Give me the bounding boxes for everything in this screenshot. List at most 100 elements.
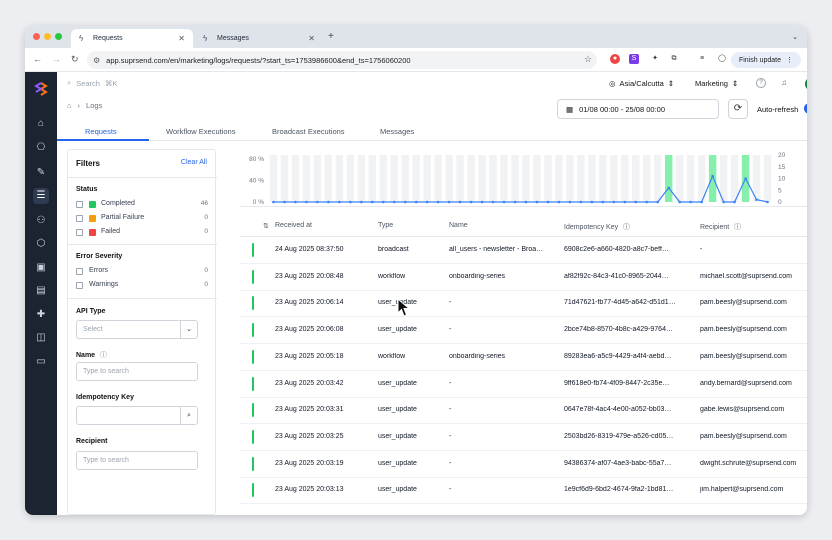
bell-icon[interactable]: ♫: [781, 78, 787, 87]
data-point: [436, 200, 440, 204]
status-option-failed[interactable]: Failed 0: [76, 228, 208, 238]
tab-broadcast-executions[interactable]: Broadcast Executions: [272, 127, 345, 136]
table-row[interactable]: 23 Aug 2025 20:05:18 workflow onboarding-s…: [240, 344, 807, 371]
close-icon[interactable]: ✕: [178, 34, 185, 43]
extension-red-icon[interactable]: ●: [610, 54, 620, 64]
close-icon[interactable]: ✕: [308, 34, 315, 43]
checkbox[interactable]: [76, 201, 83, 208]
help-icon[interactable]: ?: [756, 78, 766, 88]
checkbox[interactable]: [76, 229, 83, 236]
recipient-search-input[interactable]: Type to search: [76, 451, 198, 470]
name-search-input[interactable]: Type to search: [76, 362, 198, 381]
logs-icon[interactable]: ☰: [33, 188, 49, 204]
home-icon[interactable]: ⌂: [67, 101, 72, 110]
severity-count: 0: [204, 267, 208, 274]
api-type-select[interactable]: Select ⌄: [76, 320, 198, 339]
table-row[interactable]: 23 Aug 2025 20:06:14 user_update - 71d47621…: [240, 290, 807, 318]
workspace-selector[interactable]: Marketing ⇕: [695, 79, 738, 88]
subscribers-icon[interactable]: ▣: [36, 262, 46, 273]
table-row[interactable]: 23 Aug 2025 20:03:19 user_update - 94386374…: [240, 451, 807, 478]
global-search[interactable]: ⌕ Search ⌘K: [67, 78, 117, 88]
users-icon[interactable]: ⚇: [36, 215, 46, 226]
workflow-icon[interactable]: ⎔: [36, 142, 46, 153]
table-row[interactable]: 23 Aug 2025 20:03:31 user_update - 0647e78f…: [240, 397, 807, 425]
status-count: 0: [204, 214, 208, 221]
suprsend-logo-icon[interactable]: [34, 82, 48, 96]
checkbox[interactable]: [76, 282, 83, 289]
refresh-button[interactable]: ⟳: [728, 99, 748, 119]
site-settings-icon[interactable]: ⚙: [93, 55, 101, 65]
status-indicator: [252, 269, 254, 284]
background-bar: [456, 155, 464, 202]
back-arrow-icon[interactable]: ←: [33, 54, 42, 64]
table-row[interactable]: 23 Aug 2025 20:06:08 user_update - 2bce74b8…: [240, 317, 807, 345]
extensions-icon[interactable]: ⧉: [671, 55, 677, 62]
extension-puzzle-icon[interactable]: ✦: [652, 55, 658, 62]
status-option-completed[interactable]: Completed 46: [76, 200, 208, 210]
media-controls-icon[interactable]: ≡: [699, 55, 705, 62]
database-icon[interactable]: ◫: [36, 332, 46, 343]
table-row[interactable]: 23 Aug 2025 20:03:25 user_update - 2503bd26…: [240, 424, 807, 451]
col-received-at[interactable]: Received at: [275, 222, 312, 229]
forward-arrow-icon[interactable]: →: [52, 54, 61, 64]
bookmark-star-icon[interactable]: ☆: [584, 54, 593, 64]
maximize-window-button[interactable]: [55, 33, 62, 40]
browser-tab-messages[interactable]: ϟ Messages ✕: [195, 29, 323, 48]
data-point: [535, 200, 539, 204]
tab-workflow-executions[interactable]: Workflow Executions: [166, 127, 236, 136]
suprsend-favicon-icon: ϟ: [203, 33, 208, 43]
close-window-button[interactable]: [33, 33, 40, 40]
background-bar: [269, 155, 278, 202]
idempotency-key-input[interactable]: ⌕: [76, 406, 198, 425]
divider: [68, 177, 217, 178]
clear-all-button[interactable]: Clear All: [180, 159, 207, 166]
table-row[interactable]: 23 Aug 2025 20:03:42 user_update - 9ff618e0…: [240, 371, 807, 398]
refresh-icon: ⟳: [733, 103, 743, 114]
minimize-window-button[interactable]: [44, 33, 51, 40]
chevron-down-icon[interactable]: ⌄: [792, 34, 798, 41]
sort-icon[interactable]: ⇅: [263, 223, 269, 230]
integrations-icon[interactable]: ✚: [36, 309, 46, 320]
cell-idempotency-key: 71d47621-fb77-4d45-a642-d51d1…: [564, 299, 676, 307]
search-icon[interactable]: ⌕: [180, 407, 197, 424]
cell-received-at: 24 Aug 2025 08:37:50: [275, 246, 344, 253]
status-label: Failed: [101, 228, 121, 235]
home-icon[interactable]: ⌂: [37, 118, 45, 129]
mouse-cursor-icon: [397, 298, 411, 317]
date-range-picker[interactable]: ▦ 01/08 00:00 - 25/08 00:00: [557, 99, 719, 119]
globe-icon: ◎: [609, 79, 616, 88]
profile-icon[interactable]: ◯: [718, 55, 726, 62]
tenants-icon[interactable]: ▤: [36, 285, 46, 296]
tab-messages[interactable]: Messages: [380, 127, 415, 136]
extension-s-icon[interactable]: S: [629, 54, 639, 64]
terminal-icon[interactable]: ▭: [36, 356, 46, 367]
reload-icon[interactable]: ↻: [71, 54, 79, 64]
new-tab-plus-icon[interactable]: +: [328, 31, 334, 42]
status-option-partial-failure[interactable]: Partial Failure 0: [76, 214, 208, 224]
checkbox[interactable]: [76, 215, 83, 222]
url-field[interactable]: ⚙ app.suprsend.com/en/marketing/logs/req…: [87, 51, 597, 69]
cell-recipient: -: [700, 246, 703, 253]
table-row[interactable]: 23 Aug 2025 20:08:48 workflow onboarding-s…: [240, 264, 807, 291]
severity-option-errors[interactable]: Errors 0: [76, 267, 208, 277]
table-row[interactable]: 24 Aug 2025 08:37:50 broadcast all_users -…: [240, 237, 807, 264]
background-bar: [291, 155, 300, 202]
checkbox[interactable]: [76, 268, 83, 275]
templates-icon[interactable]: ✎: [36, 167, 46, 178]
avatar[interactable]: N: [805, 77, 807, 91]
status-indicator: [252, 456, 254, 471]
auto-refresh-toggle[interactable]: [804, 103, 807, 114]
address-bar: ← → ↻ ⚙ app.suprsend.com/en/marketing/lo…: [25, 48, 807, 72]
objects-icon[interactable]: ⬡: [36, 238, 46, 249]
browser-tab-requests[interactable]: ϟ Requests ✕: [71, 29, 193, 48]
table-row[interactable]: 23 Aug 2025 20:03:13 user_update - 1e9cf6d9…: [240, 477, 807, 505]
right-axis-tick: 10: [778, 176, 786, 183]
severity-option-warnings[interactable]: Warnings 0: [76, 281, 208, 291]
finish-update-button[interactable]: Finish update ⋮: [730, 52, 801, 68]
tab-requests[interactable]: Requests: [85, 127, 117, 136]
status-label: Completed: [101, 200, 135, 207]
data-point: [480, 200, 484, 204]
more-vert-icon[interactable]: ⋮: [786, 57, 793, 64]
timezone-selector[interactable]: ◎ Asia/Calcutta ⇕: [609, 79, 674, 88]
logs-tabs: Requests Workflow Executions Broadcast E…: [57, 121, 807, 141]
